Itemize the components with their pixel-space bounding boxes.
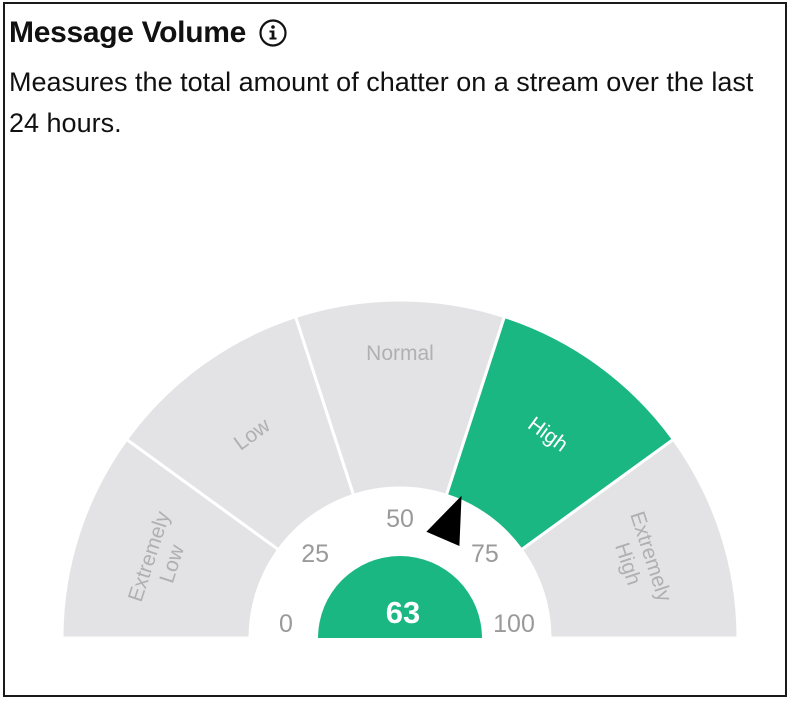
- gauge-value-hub: [318, 556, 482, 638]
- gauge-segment-label-2: Normal: [366, 342, 434, 365]
- gauge-tick-label: 25: [301, 540, 329, 568]
- gauge-segment-4: [519, 437, 740, 640]
- info-circle-icon[interactable]: [258, 18, 288, 48]
- gauge-tick-label: 50: [386, 505, 414, 533]
- gauge-tick-label: 75: [471, 540, 499, 568]
- widget-title: Message Volume: [9, 16, 247, 49]
- widget-description: Measures the total amount of chatter on …: [9, 67, 754, 138]
- title-row: Message Volume: [9, 16, 288, 50]
- gauge-ticks: 0 25 50 75 100: [279, 505, 535, 638]
- gauge-tick-label: 0: [279, 610, 293, 638]
- gauge-tick-label: 100: [493, 610, 535, 638]
- gauge-segment-label-line: Normal: [366, 342, 434, 365]
- gauge-value: 63: [386, 595, 420, 630]
- gauge-pointer-icon: [426, 495, 462, 547]
